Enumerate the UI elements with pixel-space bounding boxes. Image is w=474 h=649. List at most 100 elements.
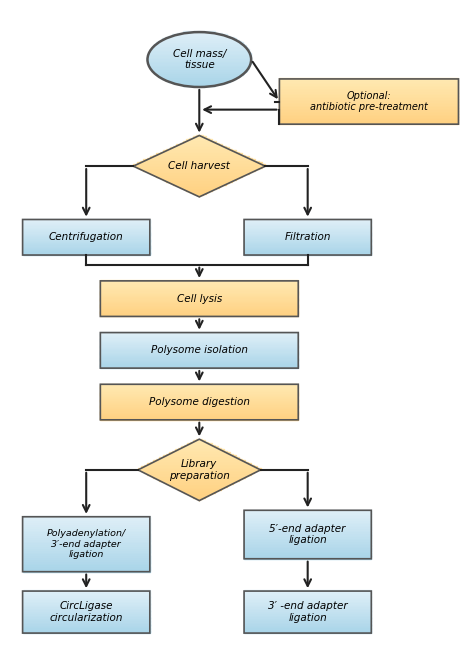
Bar <box>279 104 458 106</box>
Bar <box>148 55 251 57</box>
Bar <box>244 544 371 546</box>
Bar <box>23 226 150 228</box>
Bar <box>163 178 236 180</box>
Bar <box>23 516 150 519</box>
Bar <box>149 64 249 66</box>
Bar <box>23 221 150 223</box>
Bar <box>156 73 243 75</box>
Bar <box>154 460 245 462</box>
Bar <box>170 147 229 149</box>
Bar <box>193 191 206 194</box>
Bar <box>172 485 227 487</box>
Bar <box>100 297 298 299</box>
Bar <box>151 67 248 69</box>
Bar <box>100 337 298 339</box>
Bar <box>23 238 150 239</box>
Bar <box>158 41 241 43</box>
Bar <box>100 351 298 352</box>
Bar <box>23 614 150 617</box>
Bar <box>100 398 298 400</box>
Bar <box>156 477 242 479</box>
Bar <box>196 135 202 137</box>
Bar <box>279 116 458 118</box>
Bar <box>100 312 298 314</box>
Bar <box>146 170 252 173</box>
Bar <box>100 285 298 287</box>
Bar <box>23 232 150 234</box>
Bar <box>190 441 209 444</box>
Bar <box>176 184 222 186</box>
Bar <box>244 550 371 552</box>
Bar <box>100 417 298 419</box>
Bar <box>244 610 371 612</box>
Bar <box>244 628 371 630</box>
Bar <box>244 233 371 235</box>
Bar <box>244 535 371 538</box>
Bar <box>279 95 458 97</box>
Bar <box>244 603 371 605</box>
Bar <box>149 51 249 53</box>
Bar <box>173 145 226 148</box>
Bar <box>23 246 150 248</box>
Bar <box>183 31 216 34</box>
Bar <box>181 489 218 491</box>
Text: Library
preparation: Library preparation <box>169 459 230 481</box>
Bar <box>244 225 371 227</box>
Bar <box>151 48 248 50</box>
Bar <box>279 121 458 123</box>
Bar <box>23 540 150 543</box>
Bar <box>141 466 257 469</box>
Bar <box>100 393 298 395</box>
Bar <box>23 534 150 537</box>
Bar <box>150 474 248 476</box>
Bar <box>100 360 298 362</box>
Bar <box>23 250 150 251</box>
Bar <box>133 164 265 166</box>
Bar <box>100 346 298 348</box>
Bar <box>279 117 458 119</box>
Bar <box>244 529 371 532</box>
Bar <box>244 251 371 252</box>
Bar <box>244 598 371 600</box>
Bar <box>244 224 371 225</box>
Bar <box>166 179 232 182</box>
Bar <box>244 239 371 241</box>
Bar <box>23 603 150 605</box>
Bar <box>244 620 371 622</box>
Bar <box>244 599 371 601</box>
Bar <box>244 609 371 611</box>
Bar <box>180 143 219 145</box>
Bar <box>23 253 150 255</box>
Bar <box>23 241 150 243</box>
Bar <box>279 119 458 121</box>
Bar <box>23 553 150 555</box>
Bar <box>187 493 211 495</box>
Bar <box>148 63 250 65</box>
Bar <box>244 232 371 234</box>
Bar <box>279 110 458 112</box>
Bar <box>244 539 371 541</box>
Bar <box>100 282 298 283</box>
Bar <box>100 354 298 356</box>
Bar <box>279 105 458 108</box>
Bar <box>150 49 249 51</box>
Bar <box>23 617 150 619</box>
Bar <box>244 521 371 523</box>
Bar <box>244 528 371 530</box>
Bar <box>100 356 298 358</box>
Bar <box>244 243 371 245</box>
Text: Cell mass/
tissue: Cell mass/ tissue <box>173 49 226 70</box>
Bar <box>23 536 150 539</box>
Bar <box>100 341 298 343</box>
Bar <box>178 487 221 490</box>
Text: Polysome digestion: Polysome digestion <box>149 397 250 407</box>
Bar <box>159 478 239 481</box>
Bar <box>100 361 298 363</box>
Bar <box>23 544 150 546</box>
Bar <box>168 36 230 38</box>
Bar <box>23 243 150 245</box>
Bar <box>100 289 298 291</box>
Bar <box>100 288 298 289</box>
Bar <box>196 193 202 195</box>
Bar <box>184 445 215 447</box>
